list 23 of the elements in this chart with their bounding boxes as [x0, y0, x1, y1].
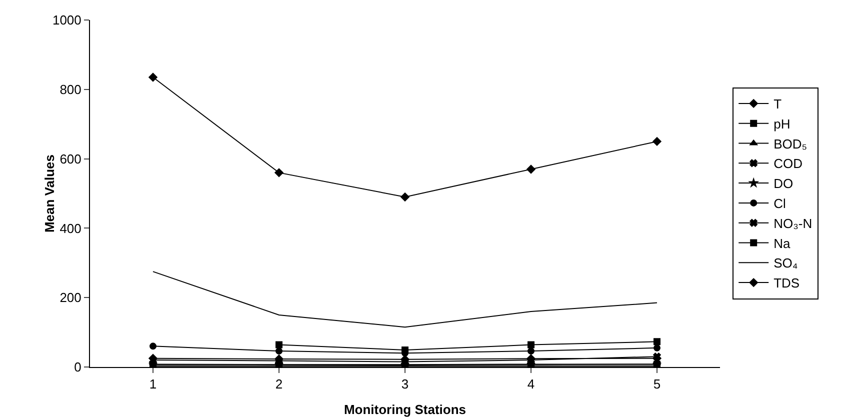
x-tick-label: 1	[149, 376, 157, 392]
legend-label: pH	[774, 116, 790, 132]
y-axis-title: Mean Values	[42, 154, 57, 233]
y-tick-label: 800	[60, 82, 82, 97]
legend-label: T	[774, 96, 782, 112]
x-tick-label: 2	[275, 376, 283, 392]
x-tick-label: 5	[653, 376, 661, 392]
legend-label: Na	[774, 236, 791, 251]
x-tick-label: 3	[401, 376, 409, 392]
y-tick-label: 600	[60, 151, 82, 166]
legend-label: BOD₅	[774, 136, 808, 152]
legend-label: SO₄	[774, 256, 798, 271]
legend-label: NO₃-N	[774, 216, 812, 231]
y-tick-label: 1000	[52, 12, 82, 28]
y-tick-label: 400	[60, 220, 82, 236]
y-tick-label: 200	[60, 290, 82, 306]
y-tick-label: 0	[74, 360, 82, 375]
x-tick-label: 4	[527, 376, 535, 392]
legend-label: DO	[774, 176, 794, 192]
legend-label: Cl	[774, 196, 786, 212]
x-axis-title: Monitoring Stations	[344, 402, 466, 417]
legend-label: COD	[774, 156, 802, 172]
legend-label: TDS	[774, 276, 800, 291]
